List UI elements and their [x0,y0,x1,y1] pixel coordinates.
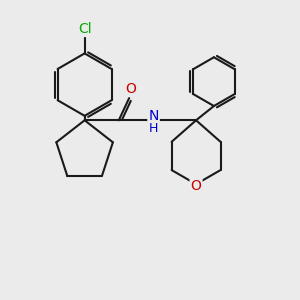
Text: O: O [190,179,202,193]
Text: N: N [148,109,159,123]
Text: O: O [125,82,136,96]
Text: H: H [149,122,158,135]
Text: Cl: Cl [78,22,92,36]
